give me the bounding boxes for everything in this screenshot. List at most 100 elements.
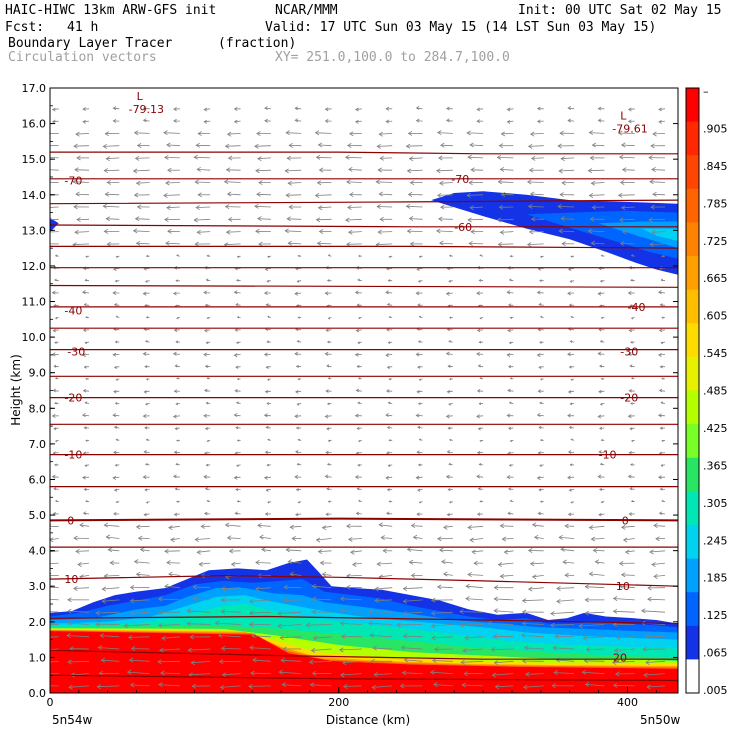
colorbar-swatch <box>686 558 699 593</box>
circulation-vector <box>618 561 635 566</box>
circulation-vector <box>318 229 332 234</box>
circulation-vector <box>479 439 484 443</box>
circulation-vector <box>145 402 150 406</box>
circulation-vector <box>537 451 544 455</box>
circulation-vector <box>597 118 605 123</box>
circulation-vector <box>289 571 302 577</box>
circulation-vector <box>79 522 90 528</box>
low-marker: L <box>137 90 144 103</box>
circulation-vector <box>418 378 423 381</box>
circulation-vector <box>651 562 666 568</box>
circulation-vector <box>319 560 332 566</box>
circulation-vector <box>205 341 211 345</box>
circulation-vector <box>54 254 59 257</box>
circulation-vector <box>294 414 302 419</box>
circulation-vector <box>287 559 302 565</box>
circulation-vector <box>206 316 211 320</box>
circulation-vector <box>378 191 393 197</box>
circulation-vector <box>652 191 666 197</box>
circulation-vector <box>197 131 211 137</box>
circulation-vector <box>538 365 544 370</box>
circulation-vector <box>582 635 605 641</box>
y-tick-label: 7.0 <box>29 438 47 451</box>
circulation-vector <box>401 670 423 676</box>
circulation-vector <box>235 302 241 307</box>
circulation-vector <box>50 648 59 650</box>
circulation-vector <box>191 683 211 689</box>
circulation-vector <box>405 203 423 209</box>
circulation-vector <box>590 180 605 186</box>
circulation-vector <box>476 107 484 112</box>
circulation-vector <box>142 106 150 111</box>
circulation-vector <box>658 511 666 516</box>
circulation-vector <box>476 119 484 124</box>
colorbar-label: .905 <box>703 122 728 135</box>
low-value: -79.61 <box>612 123 647 136</box>
circulation-vector <box>437 192 453 198</box>
y-tick-label: 6.0 <box>29 473 47 486</box>
circulation-vector <box>226 191 241 197</box>
circulation-vector <box>562 559 575 565</box>
circulation-vector <box>476 389 484 393</box>
circulation-vector <box>658 119 666 124</box>
circulation-vector <box>327 254 332 257</box>
circulation-vector <box>126 669 150 675</box>
colorbar-label: .365 <box>703 459 728 472</box>
circulation-vector <box>284 228 302 234</box>
isotherm-label: 10 <box>616 580 630 593</box>
circulation-vector <box>129 585 150 590</box>
circulation-vector <box>476 328 484 333</box>
circulation-vector <box>76 217 90 223</box>
circulation-vector <box>406 546 423 552</box>
circulation-vector <box>314 193 332 198</box>
circulation-vector <box>509 499 514 503</box>
circulation-vector <box>256 191 271 197</box>
circulation-vector <box>236 315 241 319</box>
circulation-vector <box>587 228 605 234</box>
colorbar-swatch <box>686 256 699 291</box>
colorbar-swatch <box>686 457 699 492</box>
circulation-vector <box>627 474 635 479</box>
circulation-vector <box>50 130 59 136</box>
circulation-vector <box>627 290 635 296</box>
circulation-vector <box>354 474 362 479</box>
circulation-vector <box>567 291 575 296</box>
colorbar-swatch <box>686 390 699 425</box>
anvil-region-2 <box>598 221 678 249</box>
circulation-vector <box>598 389 605 394</box>
circulation-vector <box>628 328 635 333</box>
circulation-vector <box>628 451 635 455</box>
circulation-vector <box>203 107 211 112</box>
circulation-vector <box>531 574 544 580</box>
circulation-vector <box>66 633 90 638</box>
circulation-vector <box>196 549 211 555</box>
circulation-vector <box>203 352 211 357</box>
circulation-vector <box>187 647 211 653</box>
circulation-vector <box>288 142 302 148</box>
circulation-vector <box>467 217 484 223</box>
circulation-vector <box>103 522 120 528</box>
circulation-vector <box>620 524 635 530</box>
circulation-vector <box>402 633 423 639</box>
circulation-vector <box>386 302 393 307</box>
circulation-vector <box>385 353 393 358</box>
circulation-vector <box>234 328 241 332</box>
isotherm <box>50 284 678 288</box>
circulation-vector <box>379 155 393 161</box>
circulation-vector <box>200 523 211 529</box>
circulation-vector <box>497 179 514 185</box>
circulation-vector <box>266 279 271 283</box>
circulation-vector <box>529 191 544 197</box>
circulation-vector <box>468 240 484 246</box>
circulation-vector <box>101 598 120 604</box>
x-end-label-right: 5n50w <box>640 713 681 727</box>
circulation-vector <box>613 648 635 653</box>
circulation-vector <box>431 635 453 641</box>
circulation-vector <box>567 390 575 394</box>
colorbar-label: .305 <box>703 497 728 510</box>
circulation-vector <box>294 118 302 123</box>
circulation-vector <box>192 596 211 602</box>
circulation-vector <box>469 205 484 211</box>
circulation-vector <box>115 255 120 259</box>
circulation-vector <box>225 167 241 173</box>
